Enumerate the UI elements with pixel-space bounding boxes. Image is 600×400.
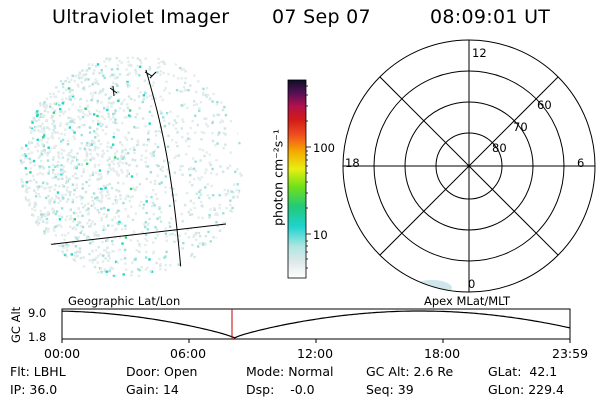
x-tick-2359: 23:59 (552, 346, 589, 361)
status-mode: Mode: Normal (246, 364, 334, 379)
date-label: 07 Sep 07 (272, 6, 371, 28)
x-tick-0000: 00:00 (44, 346, 81, 361)
status-gc-alt: GC Alt: 2.6 Re (366, 364, 454, 379)
mlat-label-60: 60 (537, 98, 552, 112)
geographic-label: Geographic Lat/Lon (68, 294, 181, 308)
mlat-label-80: 80 (492, 141, 507, 155)
y-tick-1-8: 1.8 (28, 330, 47, 344)
meridian-line (145, 69, 183, 278)
colorbar (287, 79, 307, 279)
altitude-curve (61, 310, 571, 339)
colorbar-unit-label: photon cm⁻²s⁻¹ (270, 129, 286, 226)
status-door: Door: Open (126, 364, 198, 379)
grid-tick-1 (109, 85, 118, 97)
mlt-label-18: 18 (345, 156, 360, 170)
uv-image-disk (19, 56, 243, 278)
status-glat: GLat: 42.1 (488, 364, 558, 379)
time-label: 08:09:01 UT (430, 6, 551, 28)
status-gain: Gain: 14 (126, 382, 179, 397)
colorbar-tick-100: 100 (313, 141, 335, 155)
mlt-label-6: 6 (577, 156, 585, 170)
mlt-label-12: 12 (472, 46, 487, 60)
instrument-title: Ultraviolet Imager (52, 6, 230, 28)
status-glon: GLon: 229.4 (488, 382, 564, 397)
polar-grid (342, 39, 596, 293)
x-tick-0600: 06:00 (170, 346, 207, 361)
altitude-timeline (61, 308, 571, 343)
colorbar-ticks (306, 85, 311, 269)
status-seq: Seq: 39 (366, 382, 414, 397)
status-flt: Flt: LBHL (10, 364, 66, 379)
status-dsp: Dsp: -0.0 (246, 382, 315, 397)
apex-label: Apex MLat/MLT (424, 294, 511, 308)
x-tick-1200: 12:00 (297, 346, 334, 361)
mlat-label-70: 70 (513, 120, 528, 134)
y-tick-9: 9.0 (28, 306, 47, 320)
colorbar-tick-10: 10 (313, 228, 328, 242)
parallel-line (19, 223, 227, 249)
gc-alt-axis-label: GC Alt (9, 306, 23, 343)
grid-tick-2 (144, 71, 157, 79)
status-ip: IP: 36.0 (10, 382, 58, 397)
mlt-label-0: 0 (468, 277, 476, 291)
x-tick-1800: 18:00 (424, 346, 461, 361)
